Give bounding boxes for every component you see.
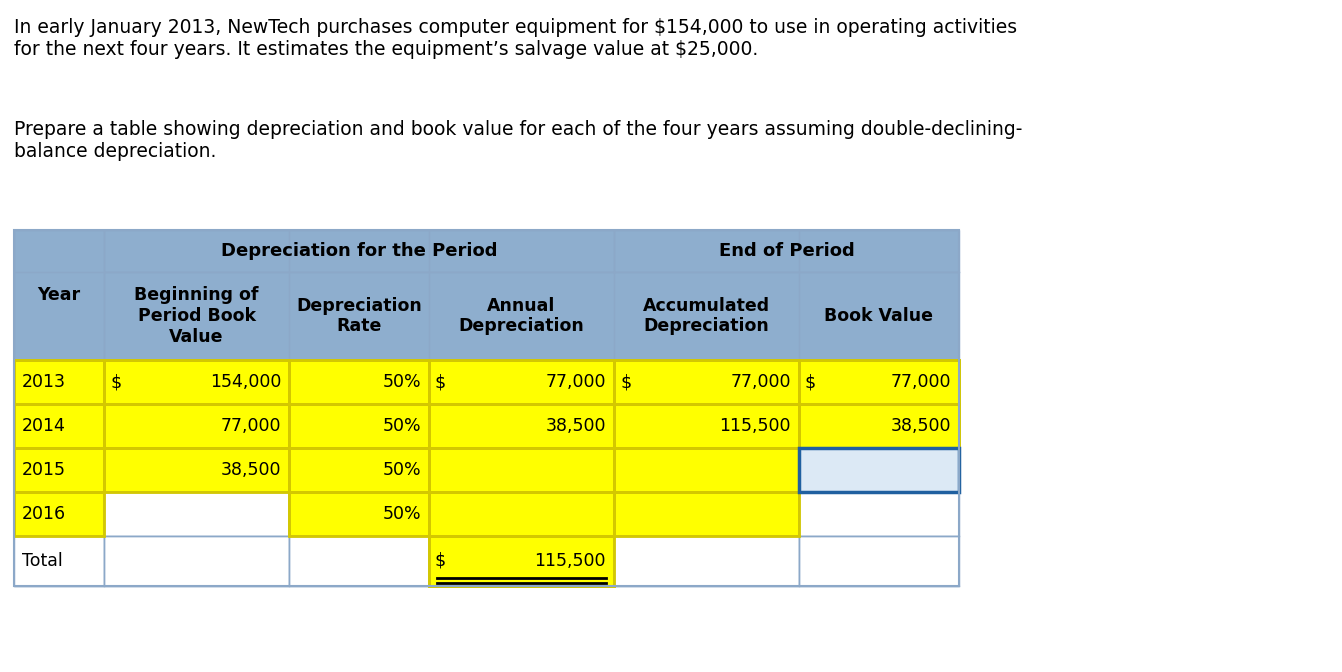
Bar — [13, 448, 103, 492]
Bar — [13, 230, 103, 360]
Bar — [429, 492, 615, 536]
Bar — [103, 404, 289, 448]
Text: 77,000: 77,000 — [545, 373, 607, 391]
Bar — [615, 360, 798, 404]
Text: Depreciation for the Period: Depreciation for the Period — [220, 242, 498, 260]
Text: Depreciation
Rate: Depreciation Rate — [297, 296, 421, 335]
Text: $: $ — [620, 373, 631, 391]
Text: Total: Total — [21, 552, 63, 570]
Bar — [798, 448, 960, 492]
Text: 50%: 50% — [382, 461, 421, 479]
Text: 38,500: 38,500 — [891, 417, 951, 435]
Bar — [103, 360, 289, 404]
Text: $: $ — [435, 552, 447, 570]
Text: 77,000: 77,000 — [220, 417, 280, 435]
Text: 38,500: 38,500 — [545, 417, 607, 435]
Bar — [798, 360, 960, 404]
Text: 38,500: 38,500 — [220, 461, 280, 479]
Text: Prepare a table showing depreciation and book value for each of the four years a: Prepare a table showing depreciation and… — [13, 120, 1023, 161]
Bar — [13, 492, 103, 536]
Bar — [615, 404, 798, 448]
Bar — [429, 536, 615, 586]
Text: 115,500: 115,500 — [719, 417, 790, 435]
Bar — [615, 360, 798, 404]
Text: 50%: 50% — [382, 505, 421, 523]
Text: $: $ — [110, 373, 121, 391]
Bar — [429, 492, 615, 536]
Bar — [103, 448, 289, 492]
Bar — [13, 230, 960, 586]
Text: 154,000: 154,000 — [209, 373, 280, 391]
Bar — [103, 492, 289, 536]
Bar — [615, 448, 798, 492]
Bar — [289, 404, 429, 448]
Bar — [798, 404, 960, 448]
Bar — [13, 492, 103, 536]
Bar — [615, 492, 798, 536]
Bar — [13, 360, 103, 404]
Bar — [103, 360, 289, 404]
Bar — [289, 492, 429, 536]
Text: End of Period: End of Period — [718, 242, 855, 260]
Text: 50%: 50% — [382, 373, 421, 391]
Text: $: $ — [435, 373, 447, 391]
Bar — [289, 360, 429, 404]
Text: 50%: 50% — [382, 417, 421, 435]
Text: 2013: 2013 — [21, 373, 66, 391]
Text: Beginning of
Period Book
Value: Beginning of Period Book Value — [134, 286, 259, 346]
Bar — [289, 404, 429, 448]
Text: In early January 2013, NewTech purchases computer equipment for $154,000 to use : In early January 2013, NewTech purchases… — [13, 18, 1017, 59]
Text: 2016: 2016 — [21, 505, 66, 523]
Bar — [103, 448, 289, 492]
Bar — [429, 404, 615, 448]
Bar — [13, 360, 103, 404]
Text: 115,500: 115,500 — [534, 552, 607, 570]
Bar — [13, 404, 103, 448]
Bar — [289, 448, 429, 492]
Bar — [429, 448, 615, 492]
Bar — [615, 448, 798, 492]
Text: 2015: 2015 — [21, 461, 66, 479]
Text: Accumulated
Depreciation: Accumulated Depreciation — [643, 296, 770, 335]
Bar — [615, 492, 798, 536]
Bar — [289, 448, 429, 492]
Bar — [429, 536, 615, 586]
Text: Book Value: Book Value — [824, 307, 934, 325]
Text: 77,000: 77,000 — [730, 373, 790, 391]
Bar — [289, 492, 429, 536]
Text: 77,000: 77,000 — [891, 373, 951, 391]
Bar — [798, 448, 960, 492]
Bar — [615, 536, 798, 586]
Bar — [798, 536, 960, 586]
Bar — [103, 536, 289, 586]
Bar — [429, 404, 615, 448]
Bar — [615, 404, 798, 448]
Text: $: $ — [805, 373, 816, 391]
Bar — [798, 360, 960, 404]
Bar — [13, 404, 103, 448]
Bar — [798, 404, 960, 448]
Bar — [103, 404, 289, 448]
Bar — [798, 492, 960, 536]
Bar — [13, 272, 960, 360]
Bar — [429, 360, 615, 404]
Bar — [13, 448, 103, 492]
Text: Year: Year — [38, 286, 81, 304]
Bar — [13, 536, 103, 586]
Bar — [13, 230, 960, 272]
Bar — [289, 360, 429, 404]
Bar — [289, 536, 429, 586]
Text: 2014: 2014 — [21, 417, 66, 435]
Text: Annual
Depreciation: Annual Depreciation — [459, 296, 584, 335]
Bar — [429, 360, 615, 404]
Bar — [429, 448, 615, 492]
